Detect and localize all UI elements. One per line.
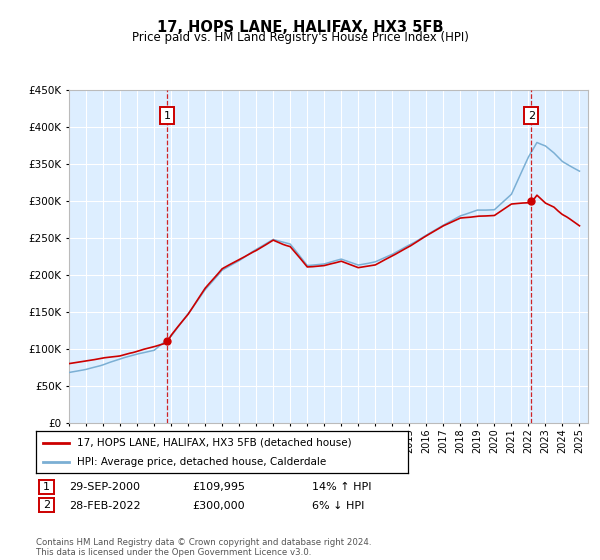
Text: HPI: Average price, detached house, Calderdale: HPI: Average price, detached house, Cald…: [77, 457, 326, 467]
Text: 17, HOPS LANE, HALIFAX, HX3 5FB: 17, HOPS LANE, HALIFAX, HX3 5FB: [157, 20, 443, 35]
Text: £109,995: £109,995: [192, 482, 245, 492]
Text: 29-SEP-2000: 29-SEP-2000: [69, 482, 140, 492]
Text: Contains HM Land Registry data © Crown copyright and database right 2024.
This d: Contains HM Land Registry data © Crown c…: [36, 538, 371, 557]
Text: 28-FEB-2022: 28-FEB-2022: [69, 501, 140, 511]
Text: 2: 2: [43, 501, 50, 510]
Text: Price paid vs. HM Land Registry's House Price Index (HPI): Price paid vs. HM Land Registry's House …: [131, 31, 469, 44]
Text: £300,000: £300,000: [192, 501, 245, 511]
Text: 1: 1: [43, 482, 50, 492]
Text: 6% ↓ HPI: 6% ↓ HPI: [312, 501, 364, 511]
Text: 2: 2: [528, 110, 535, 120]
Text: 17, HOPS LANE, HALIFAX, HX3 5FB (detached house): 17, HOPS LANE, HALIFAX, HX3 5FB (detache…: [77, 437, 352, 447]
Text: 14% ↑ HPI: 14% ↑ HPI: [312, 482, 371, 492]
Text: 1: 1: [163, 110, 170, 120]
